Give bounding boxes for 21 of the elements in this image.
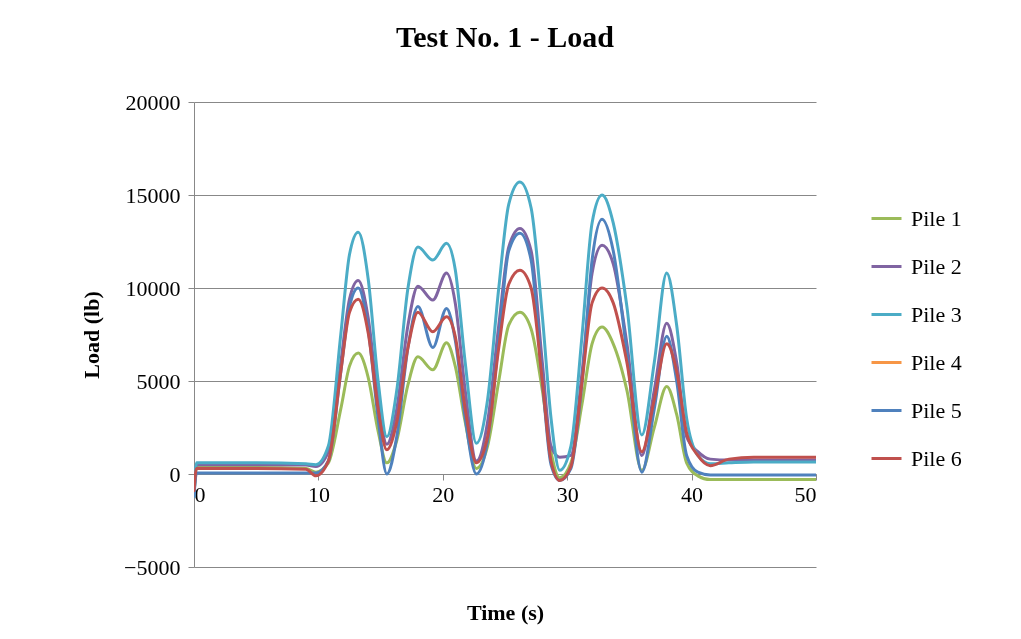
x-axis-title: Time (s) [466, 599, 545, 625]
legend-label: Pile 1 [911, 205, 962, 231]
y-tick-label: 20000 [125, 89, 181, 115]
x-tick-label: 50 [794, 481, 817, 507]
y-tick-label: 5000 [136, 368, 181, 394]
y-tick-label: 10000 [125, 275, 181, 301]
x-tick-label: 30 [556, 481, 579, 507]
y-tick-label: 15000 [125, 182, 181, 208]
legend-label: Pile 5 [911, 397, 962, 423]
x-tick-label: 0 [194, 481, 206, 507]
y-axis-title: Load (lb) [79, 291, 105, 379]
legend-label: Pile 4 [911, 349, 962, 375]
x-tick-label: 40 [681, 481, 704, 507]
y-tick-label: 0 [169, 461, 181, 487]
x-tick-label: 20 [432, 481, 455, 507]
x-tick-label: 10 [307, 481, 330, 507]
chart-title: Test No. 1 - Load [395, 20, 615, 53]
legend-label: Pile 6 [911, 445, 962, 471]
legend-label: Pile 2 [911, 253, 962, 279]
y-tick-label: −5000 [124, 554, 181, 580]
legend-label: Pile 3 [911, 301, 962, 327]
